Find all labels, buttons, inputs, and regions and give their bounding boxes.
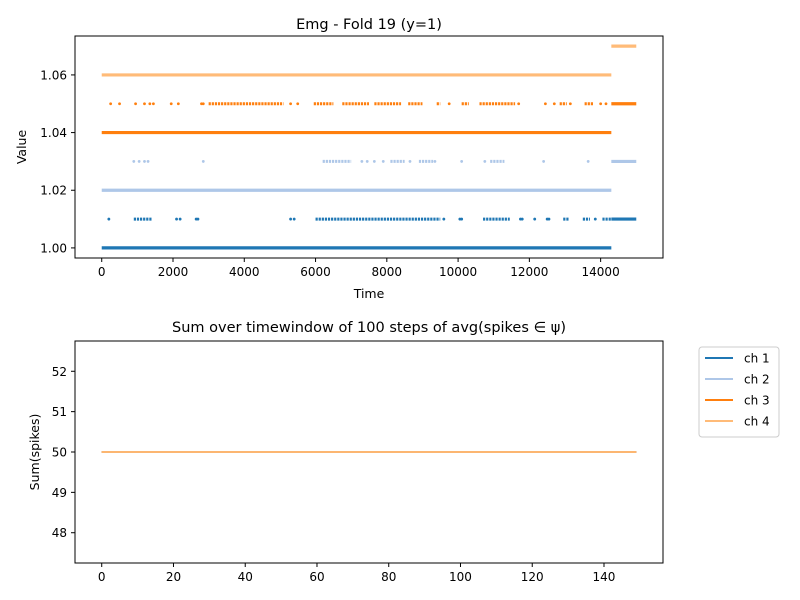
- spike-sum-line-chart: Sum over timewindow of 100 steps of avg(…: [27, 320, 780, 584]
- series-3-point-13: [447, 102, 451, 106]
- legend-label-1: ch 1: [744, 352, 770, 366]
- series-1-point-8: [442, 217, 446, 221]
- top-chart-y-label: Value: [14, 130, 29, 165]
- top-chart-title: Emg - Fold 19 (y=1): [296, 17, 442, 33]
- series-2-point-13: [483, 160, 487, 163]
- series-1-point-10: [460, 217, 464, 221]
- series-3-point-14: [517, 102, 521, 106]
- series-1-point-15: [547, 217, 551, 221]
- bottom-x-tick-label-3: 60: [309, 570, 324, 584]
- bottom-y-tick-label-1: 49: [52, 486, 67, 500]
- top-y-tick-label-1: 1.02: [40, 184, 67, 198]
- bottom-x-tick-label-1: 20: [166, 570, 181, 584]
- top-chart-frame: [74, 35, 664, 259]
- bottom-x-tick-label-5: 100: [449, 570, 472, 584]
- legend-box: [698, 346, 780, 438]
- series-1-point-3: [178, 217, 182, 221]
- series-1-point-1: [107, 217, 111, 221]
- bottom-chart-x-ticks: 0 20 40 60 80 100 120 140: [98, 563, 616, 584]
- legend: ch 1 ch 2 ch 3 ch 4: [698, 346, 780, 438]
- series-2-point-2: [137, 160, 141, 163]
- series-3-point-17: [568, 102, 572, 106]
- bottom-y-tick-label-4: 52: [52, 365, 67, 379]
- bottom-x-tick-label-2: 40: [238, 570, 253, 584]
- series-1-point-5: [196, 217, 200, 221]
- series-3-point-2: [118, 102, 121, 106]
- series-1-point-12: [520, 217, 524, 221]
- series-3-point-1: [109, 102, 113, 106]
- bottom-chart-title: Sum over timewindow of 100 steps of avg(…: [172, 320, 566, 336]
- series-3-point-6: [152, 102, 155, 106]
- series-2-point-9: [381, 160, 385, 163]
- series-1-point-16: [593, 217, 597, 221]
- bottom-x-tick-label-4: 80: [381, 570, 396, 584]
- series-2-point-14: [542, 160, 546, 163]
- bottom-y-tick-label-0: 48: [52, 526, 67, 540]
- top-x-tick-label-5: 10000: [439, 265, 477, 279]
- series-2-point-15: [586, 160, 590, 163]
- top-chart-marks: [101, 44, 637, 250]
- series-2-point-5: [201, 160, 205, 163]
- series-2-point-8: [372, 160, 376, 163]
- emg-scatter-chart: Emg - Fold 19 (y=1) 0 2000 4000 6000 8000 100…: [14, 17, 664, 301]
- bottom-y-tick-label-2: 50: [52, 446, 67, 460]
- series-2-point-12: [460, 160, 464, 163]
- series-3-point-18: [599, 102, 603, 106]
- series-2-point-1: [132, 160, 136, 163]
- top-x-tick-label-4: 8000: [372, 265, 403, 279]
- series-3-point-10: [201, 102, 205, 106]
- bottom-x-tick-label-0: 0: [98, 570, 106, 584]
- series-2-point-4: [146, 160, 150, 163]
- legend-label-3: ch 3: [744, 394, 770, 408]
- series-3-point-15: [544, 102, 547, 106]
- series-1-point-13: [533, 217, 537, 221]
- legend-label-4: ch 4: [744, 415, 770, 429]
- series-3-point-8: [176, 102, 180, 106]
- series-3-point-3: [134, 102, 137, 106]
- series-3-point-5: [148, 102, 152, 106]
- series-3-point-7: [169, 102, 173, 106]
- series-1-point-2: [175, 217, 178, 221]
- bottom-x-tick-label-6: 120: [521, 570, 544, 584]
- series-2-point-6: [360, 160, 364, 163]
- series-2-point-3: [143, 160, 146, 163]
- bottom-x-tick-label-7: 140: [593, 570, 616, 584]
- bottom-y-tick-label-3: 51: [52, 405, 67, 419]
- top-x-tick-label-2: 4000: [229, 265, 260, 279]
- top-y-tick-label-0: 1.00: [40, 241, 67, 255]
- top-x-tick-label-3: 6000: [300, 265, 331, 279]
- series-1-point-6: [289, 217, 292, 221]
- legend-label-2: ch 2: [744, 373, 770, 387]
- series-2-point-7: [365, 160, 369, 163]
- series-2-point-10: [408, 160, 412, 163]
- series-3-point-4: [143, 102, 146, 106]
- series-1-point-7: [292, 217, 296, 221]
- series-3-point-19: [604, 102, 608, 106]
- series-3-point-12: [296, 102, 300, 106]
- top-chart-x-ticks: 0 2000 4000 6000 8000 10000 12000 14000: [98, 258, 620, 279]
- series-2-point-11: [433, 160, 437, 163]
- top-x-tick-label-6: 12000: [510, 265, 548, 279]
- top-y-tick-label-2: 1.04: [40, 126, 67, 140]
- bottom-chart-y-label: Sum(spikes): [27, 414, 42, 491]
- series-3-point-16: [552, 102, 556, 106]
- top-chart-y-ticks: 1.00 1.02 1.04 1.06: [40, 68, 75, 255]
- top-chart-x-label: Time: [353, 286, 385, 301]
- bottom-chart-y-ticks: 48 49 50 51 52: [52, 365, 75, 540]
- series-3-point-11: [289, 102, 292, 106]
- top-x-tick-label-7: 14000: [582, 265, 620, 279]
- top-x-tick-label-0: 0: [98, 265, 106, 279]
- top-x-tick-label-1: 2000: [158, 265, 189, 279]
- top-y-tick-label-3: 1.06: [40, 68, 67, 82]
